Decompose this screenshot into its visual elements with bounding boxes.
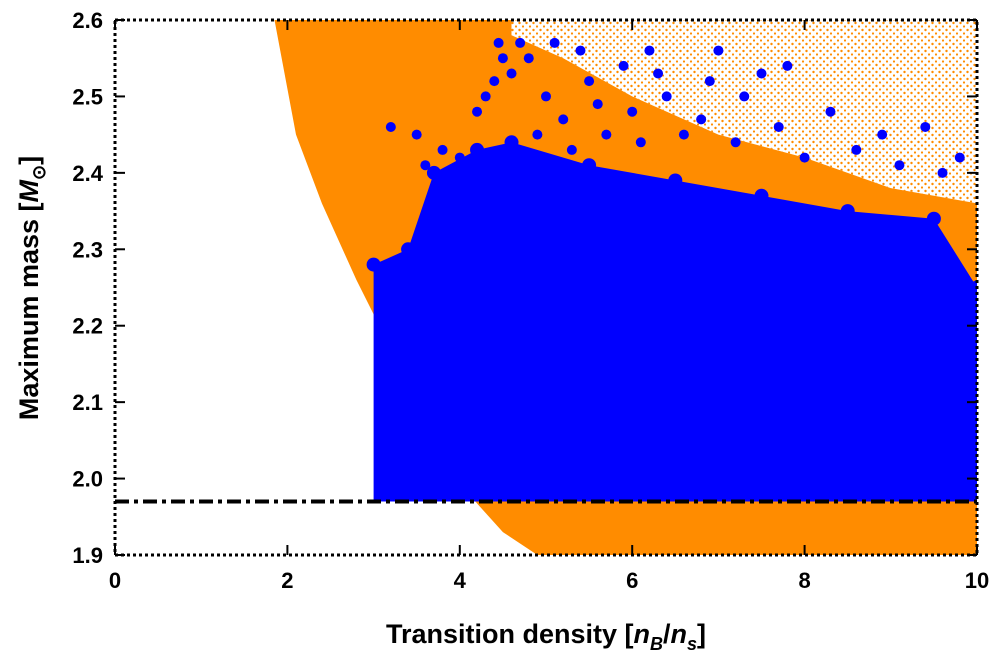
series-blue-point-22 xyxy=(635,137,646,148)
y-tick-label-1: 2.0 xyxy=(72,467,103,492)
plot-frame xyxy=(113,18,979,557)
series-blue-point-12 xyxy=(523,53,534,64)
series-blue-point-7 xyxy=(489,76,500,87)
y-axis-title: Maximum mass [M⊙] xyxy=(14,156,49,420)
y-tick-label-3: 2.2 xyxy=(72,314,103,339)
series-blue-point-14 xyxy=(549,37,560,48)
series-blue-point-42 xyxy=(704,76,715,87)
series-blue-point-18 xyxy=(592,99,603,110)
series-blue-point-30 xyxy=(739,91,750,102)
series-blue-fringe-point-10 xyxy=(366,257,381,272)
x-tick-label-5: 10 xyxy=(965,568,989,593)
tick-labels: 0 2 4 6 8 10 1.9 2.0 2.1 2.2 2.3 2.4 2.5 2.6 xyxy=(72,8,989,593)
series-blue-fringe-point-1 xyxy=(926,211,941,226)
y-tick-label-5: 2.4 xyxy=(72,161,103,186)
series-blue-point-9 xyxy=(493,37,504,48)
series-blue-fringe-point-5 xyxy=(582,158,597,173)
y-tick-label-6: 2.5 xyxy=(72,84,103,109)
plot-area xyxy=(274,20,977,555)
series-blue-point-41 xyxy=(954,152,965,163)
series-blue-fringe-point-6 xyxy=(504,135,519,150)
x-tick-label-1: 2 xyxy=(281,568,293,593)
series-blue-fringe-point-8 xyxy=(426,165,441,180)
series-blue-fringe-point-9 xyxy=(401,242,416,257)
x-tick-label-0: 0 xyxy=(109,568,121,593)
series-blue-point-24 xyxy=(653,68,664,79)
series-blue-point-4 xyxy=(454,152,465,163)
series-blue-point-2 xyxy=(420,160,431,171)
y-tick-label-4: 2.3 xyxy=(72,237,103,262)
series-blue-point-27 xyxy=(696,114,707,125)
series-blue-point-29 xyxy=(730,137,741,148)
series-blue-region xyxy=(373,142,977,502)
series-blue-point-43 xyxy=(566,144,577,155)
series-blue-point-28 xyxy=(713,45,724,56)
series-blue-point-15 xyxy=(558,114,569,125)
series-blue-point-31 xyxy=(756,68,767,79)
series-blue-point-11 xyxy=(515,37,526,48)
series-blue-point-32 xyxy=(773,122,784,132)
series-blue-point-5 xyxy=(472,106,483,117)
x-tick-label-3: 6 xyxy=(626,568,638,593)
series-blue-point-17 xyxy=(584,76,595,87)
y-tick-label-0: 1.9 xyxy=(72,543,103,568)
axes-frame xyxy=(113,18,979,557)
series-blue-point-37 xyxy=(877,129,888,140)
series-blue-point-16 xyxy=(575,45,586,56)
y-tick-label-2: 2.1 xyxy=(72,390,103,415)
series-blue-point-26 xyxy=(678,129,689,140)
series-blue-point-0 xyxy=(385,122,396,132)
series-blue-point-33 xyxy=(782,60,793,71)
series-blue-point-20 xyxy=(618,60,629,71)
series-blue-point-35 xyxy=(825,106,836,117)
series-blue-point-13 xyxy=(541,91,551,102)
series-blue-point-36 xyxy=(851,144,862,155)
series-blue-point-23 xyxy=(644,45,655,56)
series-blue-point-19 xyxy=(601,129,612,140)
series-blue-point-38 xyxy=(894,160,905,171)
series-blue-point-34 xyxy=(799,152,810,163)
series-blue-point-40 xyxy=(937,167,948,178)
series-blue-point-3 xyxy=(437,144,448,155)
y-tick-label-7: 2.6 xyxy=(72,8,103,33)
series-blue-fringe-point-4 xyxy=(668,173,683,188)
series-blue-fringe-point-0 xyxy=(970,280,977,295)
x-tick-label-2: 4 xyxy=(454,568,467,593)
series-blue-point-21 xyxy=(627,106,638,117)
series-blue-fringe-point-7 xyxy=(470,142,485,157)
series-blue-point-44 xyxy=(532,129,543,140)
x-axis-title: Transition density [nB/ns] xyxy=(386,619,706,654)
series-blue-point-25 xyxy=(661,91,672,102)
series-blue-point-39 xyxy=(920,122,931,132)
series-blue-point-10 xyxy=(506,68,517,79)
series-blue-point-6 xyxy=(480,91,491,102)
series-blue-fringe-point-2 xyxy=(840,204,855,219)
x-tick-label-4: 8 xyxy=(798,568,810,593)
series-blue-point-1 xyxy=(411,129,422,140)
series-blue-point-8 xyxy=(497,53,508,64)
series-blue-fringe-point-3 xyxy=(754,188,769,203)
